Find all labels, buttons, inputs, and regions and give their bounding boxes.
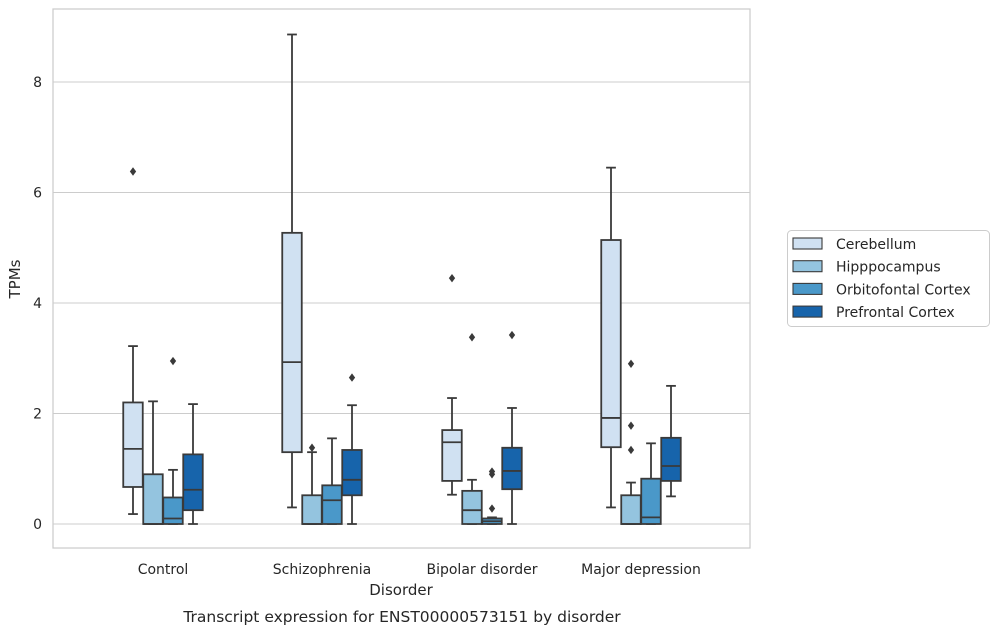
y-tick-label: 8 xyxy=(33,75,42,91)
outlier-point xyxy=(169,356,177,366)
box-plot xyxy=(461,333,483,525)
legend-label: Cerebellum xyxy=(836,237,916,253)
legend-frame xyxy=(787,230,990,327)
box xyxy=(301,494,323,525)
box xyxy=(122,401,144,488)
x-axis-label: Disorder xyxy=(369,581,433,599)
box xyxy=(660,436,682,482)
box-plot xyxy=(600,166,622,509)
box-plot xyxy=(162,356,184,525)
box xyxy=(640,477,662,525)
box xyxy=(182,453,204,512)
box xyxy=(501,446,523,491)
chart-caption: Transcript expression for ENST0000057315… xyxy=(182,608,621,626)
box xyxy=(281,231,303,454)
legend-label: Orbitofontal Cortex xyxy=(836,282,971,298)
legend-label: Prefrontal Cortex xyxy=(836,305,955,321)
box xyxy=(341,449,363,497)
outlier-point xyxy=(468,333,476,342)
y-tick-label: 6 xyxy=(33,186,42,202)
box xyxy=(600,239,622,449)
box-plot xyxy=(640,442,662,525)
outlier-point xyxy=(627,421,635,430)
y-tick-label: 0 xyxy=(33,517,42,533)
box-plots xyxy=(122,33,682,525)
box xyxy=(162,496,184,525)
outlier-point xyxy=(129,167,137,176)
box xyxy=(461,489,483,525)
box xyxy=(620,494,642,525)
outlier-point xyxy=(488,467,496,476)
x-tick-label: Bipolar disorder xyxy=(426,562,537,578)
legend: Cerebellum Hipppocampus Orbitofontal Corte… xyxy=(787,230,990,327)
box-plot xyxy=(501,330,523,525)
box-plot xyxy=(620,359,642,525)
box-plot xyxy=(122,167,144,515)
box-plot xyxy=(301,443,323,525)
legend-label: Hipppocampus xyxy=(836,260,941,276)
y-axis-label: TPMs xyxy=(6,259,24,299)
box-plot xyxy=(341,373,363,525)
x-tick-label: Major depression xyxy=(581,562,701,578)
box xyxy=(142,473,164,525)
outlier-point xyxy=(627,445,635,455)
y-axis-ticks: 0 2 4 6 8 xyxy=(33,75,42,533)
outlier-point xyxy=(627,359,635,368)
x-axis-ticks: Control Schizophrenia Bipolar disorder Majo… xyxy=(138,562,701,578)
x-tick-label: Control xyxy=(138,562,189,578)
outlier-point xyxy=(508,330,516,340)
box-plot xyxy=(182,403,204,525)
box-plot xyxy=(321,437,343,525)
legend-swatch xyxy=(792,282,823,295)
outlier-point xyxy=(348,373,356,382)
legend-swatch xyxy=(792,260,823,273)
grid-lines xyxy=(53,81,750,525)
box-plot xyxy=(441,273,463,496)
outlier-point xyxy=(308,443,316,452)
outlier-point xyxy=(448,273,456,283)
box-plot xyxy=(660,384,682,498)
x-tick-label: Schizophrenia xyxy=(273,562,371,578)
legend-swatch xyxy=(792,237,823,250)
legend-swatch xyxy=(792,305,823,318)
y-tick-label: 4 xyxy=(33,296,42,312)
outlier-point xyxy=(488,504,496,513)
y-tick-label: 2 xyxy=(33,407,42,423)
box-plot xyxy=(281,33,303,509)
box-plot xyxy=(142,400,164,525)
box-plot xyxy=(481,467,503,525)
plot-frame xyxy=(52,8,751,549)
box xyxy=(441,429,463,482)
box xyxy=(321,484,343,525)
